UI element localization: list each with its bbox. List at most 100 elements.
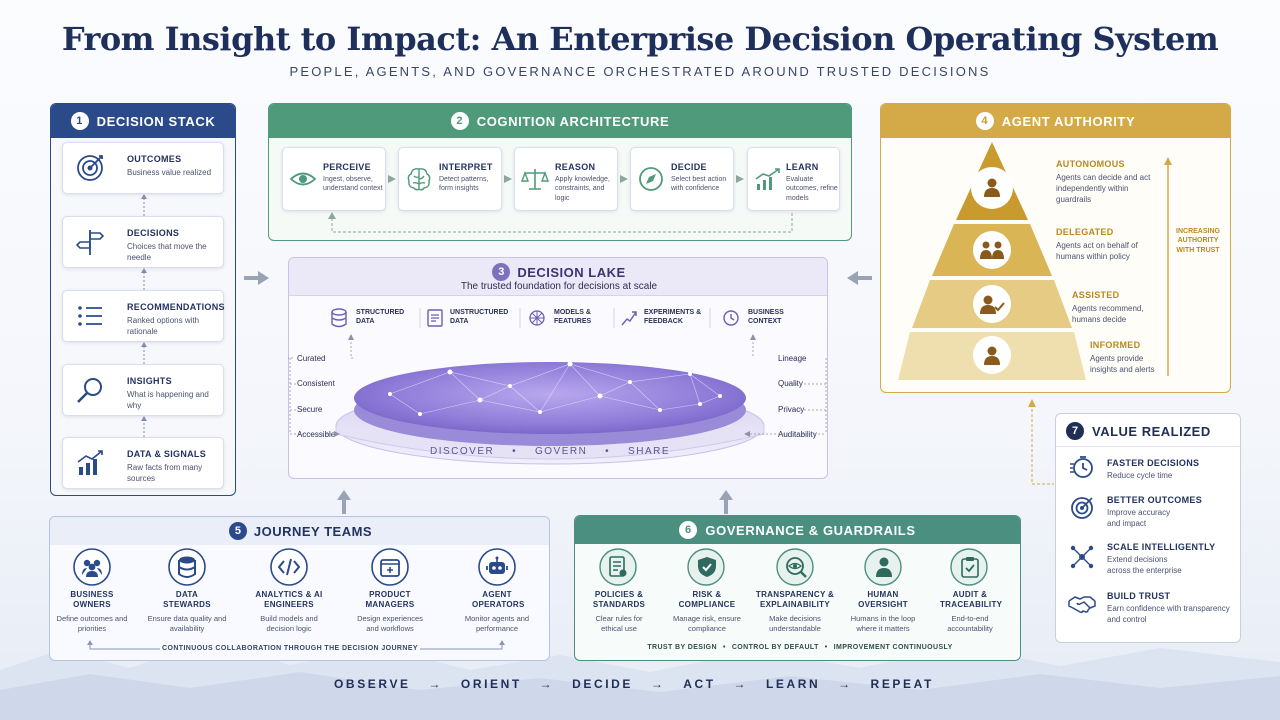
stack-label: INSIGHTS (127, 376, 172, 386)
person-check-icon (980, 295, 1005, 314)
value-label: BUILD TRUST (1107, 591, 1171, 601)
lake-source-context[interactable]: BUSINESS CONTEXT (722, 306, 806, 330)
gov-desc: Manage risk, ensure compliance (673, 613, 741, 633)
decision-lake-disc (335, 361, 765, 465)
lake-source-experiments[interactable]: EXPERIMENTS & FEEDBACK (620, 306, 712, 330)
stack-card-outcomes[interactable]: OUTCOMES Business value realized (62, 142, 224, 194)
value-label: SCALE INTELLIGENTLY (1107, 542, 1216, 552)
lake-prop-left: Curated (297, 354, 326, 363)
brain-icon (407, 168, 431, 191)
cognition-step-interpret[interactable]: INTERPRET Detect patterns, form insights (398, 147, 502, 211)
rim-dot: • (512, 446, 518, 457)
team-product-managers: PRODUCT MANAGERS Design experiences and … (348, 590, 432, 634)
step-number: 5 (228, 522, 247, 540)
step-number: 4 (975, 112, 994, 130)
lake-prop-right: Auditability (778, 430, 817, 439)
stack-card-insights[interactable]: INSIGHTS What is happening and why (62, 364, 224, 416)
stack-label: RECOMMENDATIONS (127, 302, 225, 312)
stack-label: DATA & SIGNALS (127, 449, 207, 459)
handshake-icon (1068, 596, 1096, 614)
lake-prop-right: Privacy (778, 405, 805, 414)
stack-desc: Ranked options with rationale (127, 316, 200, 336)
header-divider (1056, 446, 1240, 447)
database-icon (331, 308, 347, 328)
gov-label: HUMAN OVERSIGHT (858, 590, 908, 610)
stack-card-recommendations[interactable]: RECOMMENDATIONS Ranked options with rati… (62, 290, 225, 342)
cognition-step-learn[interactable]: LEARN Evaluate outcomes, refine models (747, 147, 840, 211)
arrow-right-icon: → (539, 677, 555, 691)
lake-source-label: UNSTRUCTURED DATA (450, 309, 509, 326)
team-label: DATA STEWARDS (163, 590, 211, 610)
lake-source-unstructured[interactable]: UNSTRUCTURED DATA (426, 306, 516, 330)
lake-source-label: EXPERIMENTS & FEEDBACK (644, 309, 702, 326)
cognition-connectors (328, 175, 793, 233)
governance-footer: TRUST BY DESIGN • CONTROL BY DEFAULT • IMP… (600, 644, 1000, 651)
gov-desc: Make decisions understandable (769, 613, 821, 633)
governance-title: GOVERNANCE & GUARDRAILS (705, 522, 916, 538)
team-label: AGENT OPERATORS (472, 590, 525, 610)
rim-word: GOVERN (534, 446, 588, 457)
growth-icon (755, 168, 780, 190)
decision-loop-bar: OBSERVE → ORIENT → DECIDE → ACT → LEARN … (334, 677, 934, 691)
lake-source-models[interactable]: MODELS & FEATURES (528, 306, 612, 330)
cognition-step-reason[interactable]: REASON Apply knowledge, constraints, and… (514, 147, 618, 211)
gov-footer-item: IMPROVEMENT CONTINUOUSLY (833, 644, 953, 651)
decision-stack-title: DECISION STACK (96, 113, 216, 129)
gov-label: POLICIES & STANDARDS (592, 590, 646, 610)
team-business-owners: BUSINESS OWNERS Define outcomes and prio… (52, 590, 132, 634)
compass-icon (639, 167, 663, 191)
flow-arrow (244, 271, 269, 285)
stack-label: DECISIONS (127, 228, 180, 238)
lake-prop-left: Consistent (297, 379, 335, 388)
list-icon (78, 306, 102, 326)
value-desc: Earn confidence with transparency and co… (1107, 604, 1230, 624)
policy-icon (609, 556, 627, 577)
target-icon (1071, 497, 1093, 519)
governance-header: 6 GOVERNANCE & GUARDRAILS (575, 516, 1020, 544)
authority-level-assisted: ASSISTED Agents recommend, humans decide (1072, 290, 1164, 326)
loop-step: ACT (683, 677, 716, 691)
stack-label: OUTCOMES (127, 154, 182, 164)
cognition-desc: Detect patterns, form insights (439, 176, 489, 193)
lake-rim-words: DISCOVER • GOVERN • SHARE (430, 446, 670, 457)
cognition-label: LEARN (786, 162, 819, 172)
gov-desc: Humans in the loop where it matters (850, 613, 916, 633)
gov-desc: Clear rules for ethical use (595, 613, 643, 633)
stack-card-data-signals[interactable]: DATA & SIGNALS Raw facts from many sourc… (62, 437, 224, 489)
value-desc: Reduce cycle time (1107, 471, 1173, 480)
value-item-faster: FASTER DECISIONS Reduce cycle time (1107, 458, 1235, 482)
eye-icon (289, 172, 317, 186)
authority-title: AGENT AUTHORITY (1001, 113, 1136, 129)
clock-icon (723, 310, 739, 326)
step-number: 7 (1066, 422, 1084, 440)
cognition-label: INTERPRET (439, 162, 493, 172)
code-icon (277, 558, 301, 576)
arrow-right-icon: → (428, 677, 444, 691)
cognition-label: DECIDE (671, 162, 707, 172)
cognition-step-decide[interactable]: DECIDE Select best action with confidenc… (630, 147, 734, 211)
lake-prop-connectors (288, 334, 827, 437)
journey-footer: CONTINUOUS COLLABORATION THROUGH THE DEC… (160, 645, 420, 652)
gov-label: TRANSPARENCY & EXPLAINABILITY (755, 590, 835, 610)
arrow-right-icon: → (650, 677, 666, 691)
authority-label: AUTONOMOUS (1056, 159, 1125, 169)
step-number: 1 (70, 112, 89, 130)
gov-transparency: TRANSPARENCY & EXPLAINABILITY Make decis… (752, 590, 838, 634)
scales-icon (521, 169, 549, 190)
database-icon (178, 556, 196, 578)
lake-title: DECISION LAKE (517, 264, 626, 280)
value-label: FASTER DECISIONS (1107, 458, 1200, 468)
value-title: VALUE REALIZED (1092, 423, 1211, 439)
lake-source-structured[interactable]: STRUCTURED DATA (330, 306, 420, 330)
value-desc: Improve accuracy and impact (1107, 508, 1171, 528)
nodes-icon (1070, 545, 1094, 569)
cognition-step-perceive[interactable]: PERCEIVE Ingest, observe, understand con… (282, 147, 386, 211)
value-label: BETTER OUTCOMES (1107, 495, 1203, 505)
team-label: ANALYTICS & AI ENGINEERS (255, 590, 323, 610)
stack-card-decisions[interactable]: DECISIONS Choices that move the needle (62, 216, 224, 268)
gov-policies: POLICIES & STANDARDS Clear rules for eth… (583, 590, 655, 634)
step-number: 2 (450, 112, 469, 130)
footer-dot: • (824, 644, 828, 651)
rim-word: DISCOVER (430, 446, 495, 457)
cognition-label: REASON (555, 162, 596, 172)
